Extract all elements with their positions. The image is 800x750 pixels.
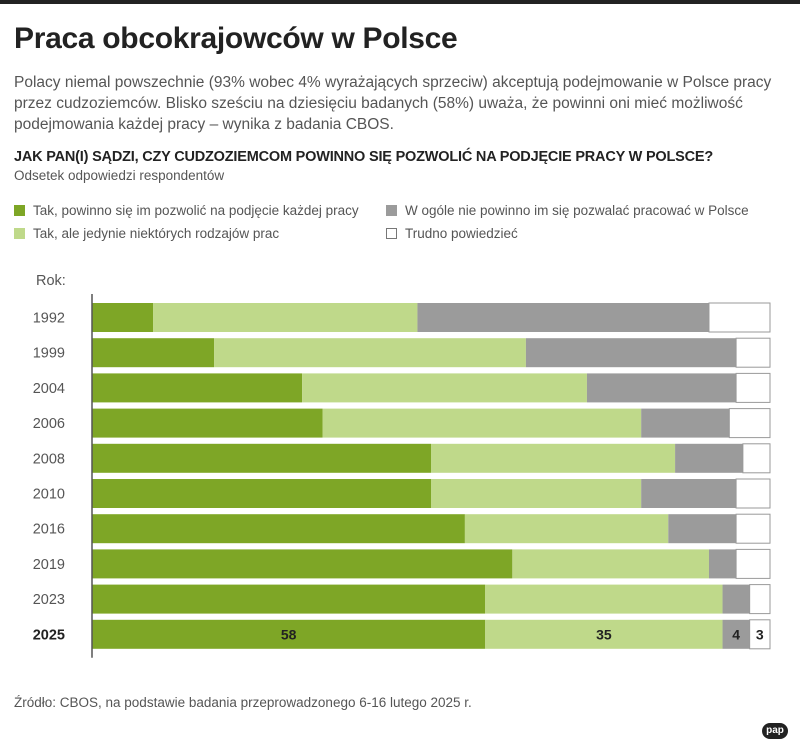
bar-segment-1992-4 bbox=[708, 302, 771, 333]
data-label-2025-4: 3 bbox=[756, 626, 764, 642]
bar-segment-2006-2 bbox=[322, 408, 642, 438]
year-label-2023: 2023 bbox=[33, 592, 65, 608]
bar-segment-2023-4 bbox=[749, 584, 771, 615]
bar-segment-1999-4 bbox=[735, 337, 771, 368]
bar-segment-2016-2 bbox=[464, 514, 669, 544]
legend-swatch-some-jobs bbox=[14, 228, 25, 239]
bar-segment-2016-1 bbox=[92, 514, 465, 544]
bar-segment-1992-3 bbox=[417, 303, 709, 332]
bar-segment-2008-2 bbox=[431, 443, 676, 473]
bar-segment-1999-3 bbox=[525, 338, 737, 368]
year-label-1992: 1992 bbox=[33, 311, 65, 327]
bar-segment-2019-4 bbox=[735, 548, 771, 579]
bar-segment-1992-1 bbox=[92, 303, 154, 332]
bar-segment-2023-3 bbox=[722, 584, 750, 614]
pap-logo: pap bbox=[762, 723, 788, 739]
bar-segment-2010-3 bbox=[641, 479, 737, 508]
bar-segment-2019-3 bbox=[708, 549, 737, 579]
bar-segment-2016-4 bbox=[735, 513, 771, 544]
bar-segment-2023-1 bbox=[92, 584, 486, 614]
bar-segment-2004-1 bbox=[92, 373, 303, 403]
bar-segment-1999-2 bbox=[214, 338, 526, 368]
data-label-2025-1: 58 bbox=[281, 626, 297, 642]
data-label-2025-2: 35 bbox=[596, 626, 612, 642]
bar-segment-2016-3 bbox=[668, 514, 737, 544]
bar-segment-2019-1 bbox=[92, 549, 513, 579]
bar-segment-2010-4 bbox=[735, 478, 771, 509]
year-label-2008: 2008 bbox=[33, 451, 65, 467]
data-label-2025-3: 4 bbox=[732, 626, 740, 642]
legend-label-some-jobs: Tak, ale jedynie niektórych rodzajów pra… bbox=[33, 226, 280, 241]
bar-segment-2025-1 bbox=[92, 619, 486, 649]
legend-item-hard-to-say: Trudno powiedzieć bbox=[386, 226, 518, 241]
legend-swatch-none bbox=[386, 205, 397, 216]
bar-segment-1992-2 bbox=[153, 303, 418, 332]
bar-segment-2006-3 bbox=[641, 408, 730, 438]
legend-item-none: W ogóle nie powinno im się pozwalać prac… bbox=[386, 203, 749, 218]
bar-segment-2019-2 bbox=[512, 549, 709, 579]
bar-segment-2006-1 bbox=[92, 408, 323, 438]
bar-segment-2004-2 bbox=[302, 373, 587, 403]
bar-segment-1999-1 bbox=[92, 338, 215, 368]
legend-label-none: W ogóle nie powinno im się pozwalać prac… bbox=[405, 203, 749, 218]
year-label-2019: 2019 bbox=[33, 557, 65, 573]
year-label-2006: 2006 bbox=[33, 416, 65, 432]
legend-label-every-job: Tak, powinno się im pozwolić na podjęcie… bbox=[33, 203, 359, 218]
survey-subtitle: Odsetek odpowiedzi respondentów bbox=[14, 168, 225, 183]
bar-segment-2004-3 bbox=[586, 373, 737, 403]
legend-item-every-job: Tak, powinno się im pozwolić na podjęcie… bbox=[14, 203, 359, 218]
bar-segment-2006-4 bbox=[728, 408, 771, 439]
top-rule bbox=[0, 0, 800, 4]
bar-segment-2025-2 bbox=[485, 619, 723, 649]
bar-segment-2023-2 bbox=[485, 584, 723, 614]
legend-swatch-every-job bbox=[14, 205, 25, 216]
year-label-2010: 2010 bbox=[33, 487, 65, 503]
bar-segment-2004-4 bbox=[735, 372, 771, 403]
year-label-2016: 2016 bbox=[33, 522, 65, 538]
source-note: Źródło: CBOS, na podstawie badania przep… bbox=[14, 695, 472, 710]
year-label-1999: 1999 bbox=[33, 346, 65, 362]
year-label-2004: 2004 bbox=[33, 381, 65, 397]
lead-paragraph: Polacy niemal powszechnie (93% wobec 4% … bbox=[14, 74, 772, 133]
year-label-2025: 2025 bbox=[33, 627, 65, 643]
bar-segment-2008-3 bbox=[675, 443, 743, 473]
page-title: Praca obcokrajowców w Polsce bbox=[14, 22, 458, 55]
legend-label-hard-to-say: Trudno powiedzieć bbox=[405, 226, 518, 241]
bar-segment-2010-2 bbox=[431, 479, 642, 508]
bar-segment-2025-3 bbox=[722, 619, 750, 649]
bar-segment-2008-4 bbox=[742, 443, 771, 474]
legend-item-some-jobs: Tak, ale jedynie niektórych rodzajów pra… bbox=[14, 226, 279, 241]
survey-question: JAK PAN(I) SĄDZI, CZY CUDZOZIEMCOM POWIN… bbox=[14, 149, 714, 165]
bar-segment-2025-4 bbox=[749, 619, 771, 650]
legend-swatch-hard-to-say bbox=[386, 228, 397, 239]
category-axis-label: Rok: bbox=[36, 273, 66, 289]
bar-segment-2010-1 bbox=[92, 479, 431, 508]
bar-segment-2008-1 bbox=[92, 443, 431, 473]
